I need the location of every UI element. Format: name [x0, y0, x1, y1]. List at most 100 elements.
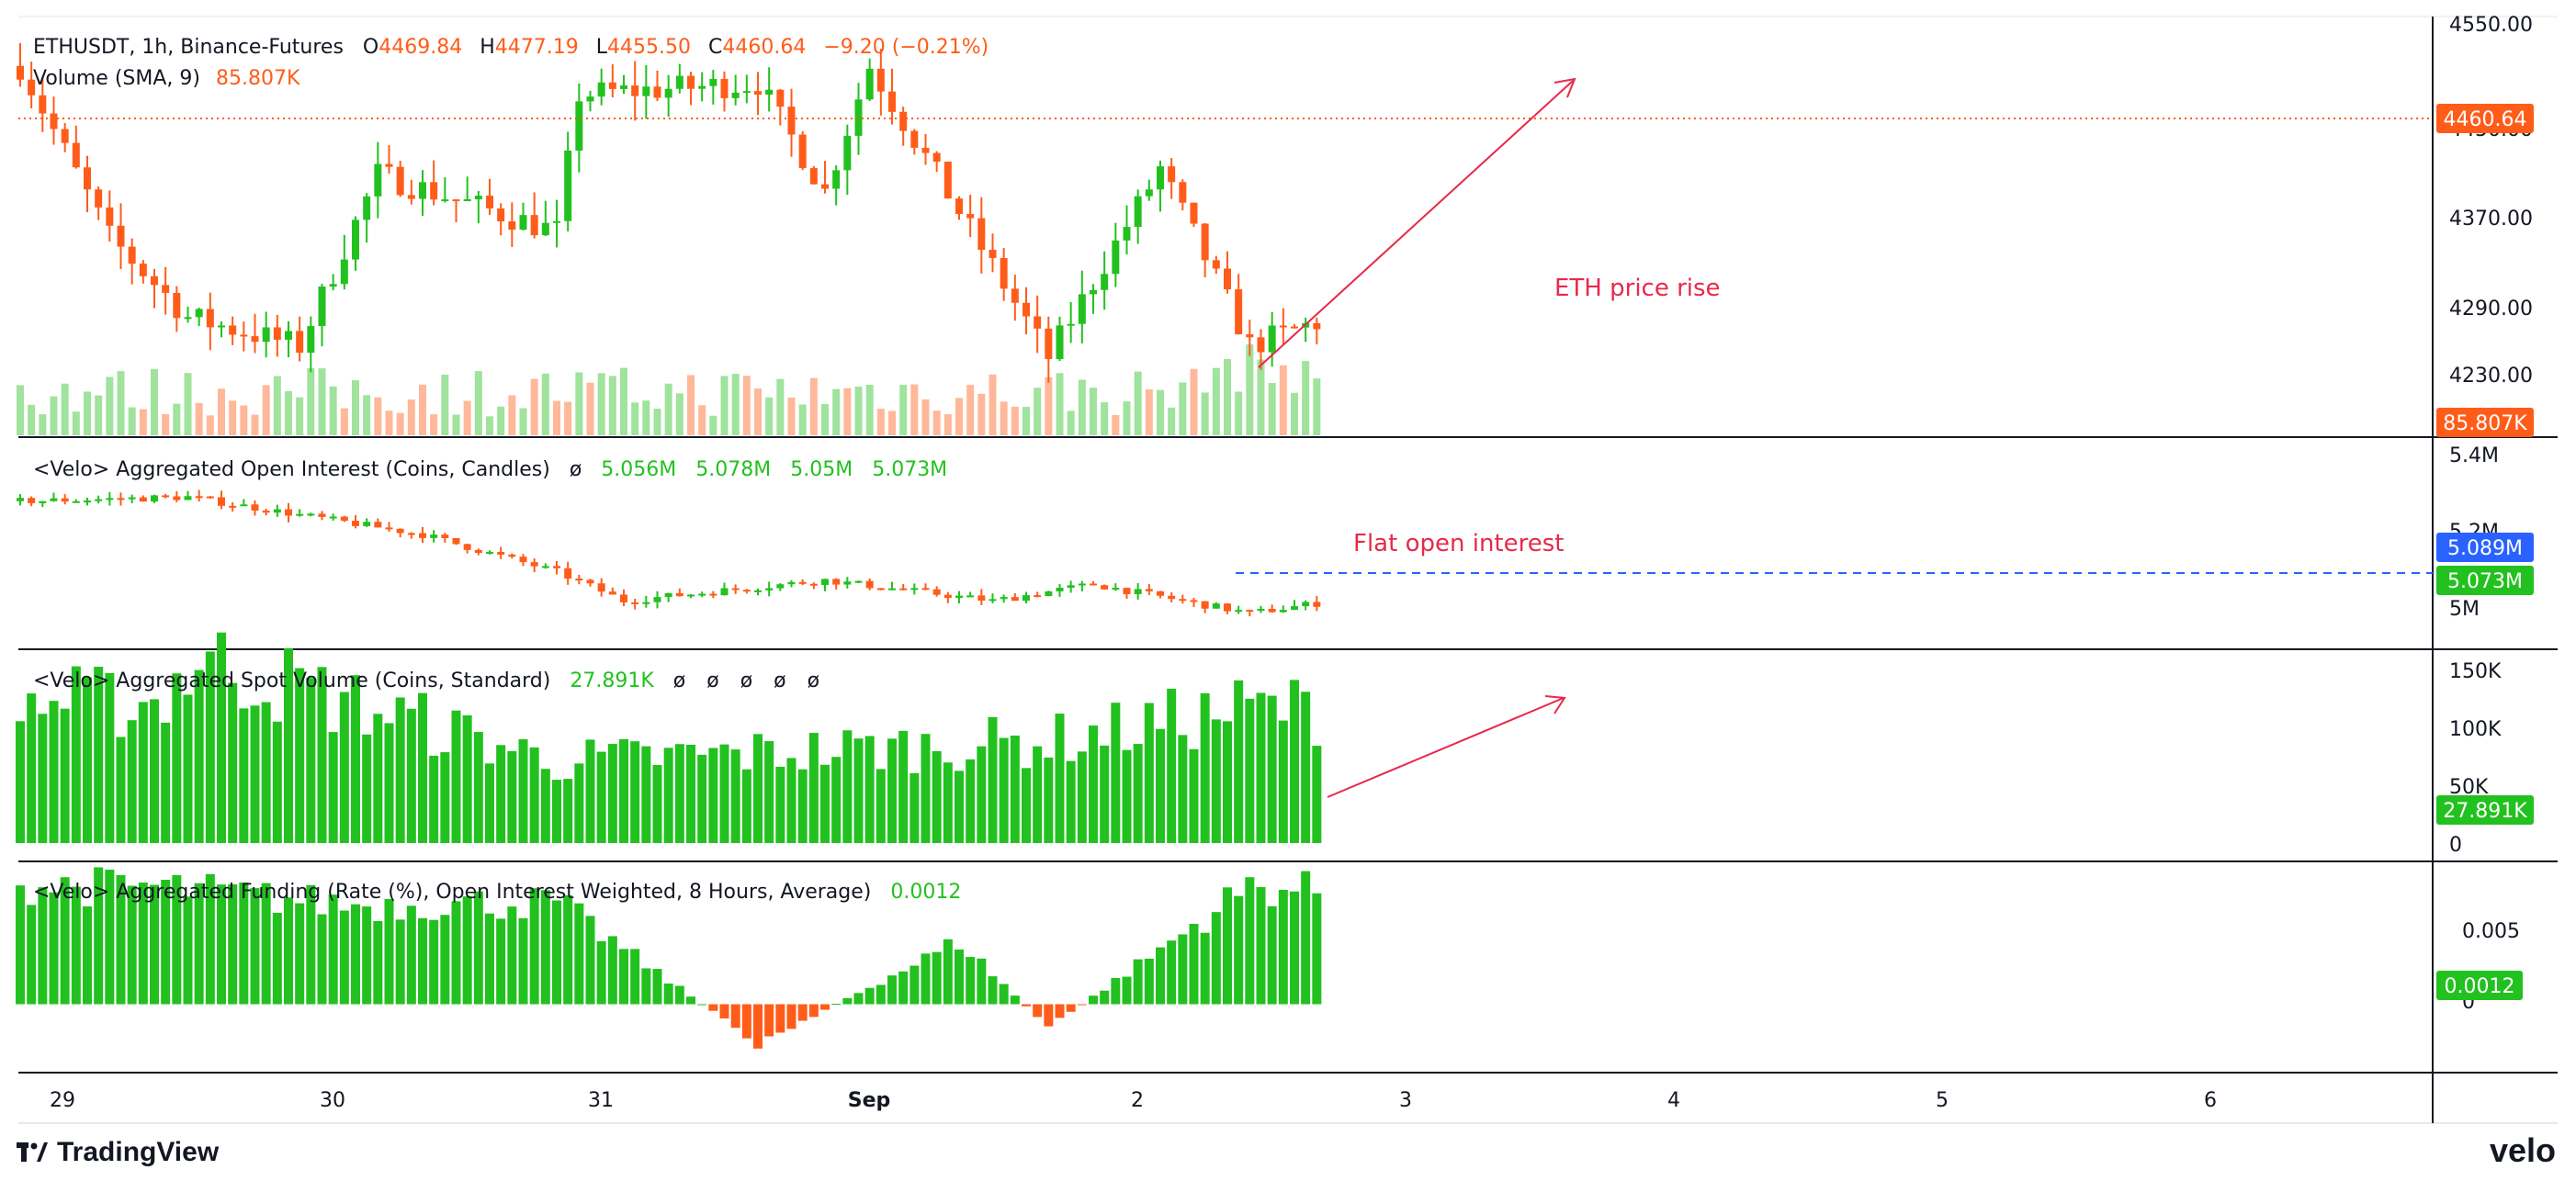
funding-bar — [351, 904, 360, 1005]
spot-volume-bar — [27, 693, 37, 843]
funding-bar — [999, 984, 1009, 1005]
price-candle — [474, 196, 482, 200]
oi-candle — [151, 495, 158, 502]
flat-oi-annotation[interactable]: Flat open interest — [1353, 530, 1564, 557]
tradingview-logo[interactable]: TradingView — [17, 1137, 219, 1168]
high-label: H — [480, 36, 495, 59]
funding-bar — [898, 971, 909, 1005]
price-rise-annotation[interactable]: ETH price rise — [1554, 275, 1721, 302]
funding-bar — [876, 984, 886, 1005]
volume-bar — [1268, 382, 1276, 435]
tradingview-icon — [17, 1142, 48, 1162]
volume-bar — [854, 386, 863, 435]
price-candle — [262, 327, 270, 343]
funding-bar — [1156, 947, 1165, 1005]
volume-bar — [1011, 406, 1019, 435]
funding-bar — [373, 920, 383, 1005]
price-candle — [642, 86, 650, 96]
spot-volume-bar — [485, 763, 494, 843]
spot-volume-bar — [853, 738, 864, 843]
volume-bar — [1212, 367, 1220, 435]
funding-bar — [808, 1004, 819, 1018]
oi-candle — [61, 498, 69, 502]
spot-volume-bar — [596, 751, 606, 843]
spot-volume-bar — [272, 721, 282, 843]
volume-tag[interactable]: 85.807K — [2436, 408, 2534, 437]
funding-bar — [1223, 887, 1232, 1005]
funding-bar — [362, 906, 372, 1005]
spot-volume-rise-arrow[interactable] — [1327, 695, 1566, 798]
spot-volume-bar — [429, 755, 439, 843]
volume-value: 85.807K — [216, 67, 300, 90]
oi-candle — [865, 580, 874, 589]
price-candle — [28, 79, 36, 96]
spot-volume-bar — [1033, 746, 1043, 843]
volume-bar — [430, 414, 438, 435]
oi-candle — [28, 498, 36, 503]
price-candle — [798, 134, 807, 169]
price-candle — [307, 326, 315, 354]
funding-bar — [94, 867, 104, 1005]
oi-candle — [162, 495, 170, 498]
volume-bar — [1145, 388, 1153, 435]
spot-volume-bar — [966, 759, 976, 843]
spot-volume-bar — [630, 741, 640, 843]
funding-tick-1: 0.005 — [2462, 920, 2520, 943]
current-price-tag[interactable]: 4460.64 — [2436, 104, 2534, 133]
price-candle — [1168, 166, 1176, 183]
price-candle — [977, 218, 986, 250]
price-candle — [1123, 227, 1131, 241]
price-candle — [888, 91, 896, 112]
price-candle — [17, 65, 24, 80]
price-candle — [128, 246, 136, 264]
spot-volume-bar — [496, 745, 506, 843]
spot-volume-legend[interactable]: <Velo> Aggregated Spot Volume (Coins, St… — [33, 669, 819, 692]
funding-bar — [49, 892, 59, 1005]
volume-bar — [329, 386, 337, 435]
oi-candle — [575, 579, 583, 581]
funding-bar — [630, 949, 640, 1005]
oi-candle — [932, 589, 941, 595]
funding-bar — [418, 917, 427, 1005]
spot-volume-bar — [932, 750, 942, 843]
oi-candle — [955, 595, 963, 599]
price-candle — [932, 152, 941, 163]
volume-bar — [195, 402, 203, 435]
oi-candle — [787, 581, 796, 585]
price-candle — [1056, 325, 1064, 359]
funding-bar — [1066, 1004, 1076, 1012]
velo-logo[interactable]: velo — [2489, 1131, 2556, 1169]
price-rise-arrow[interactable] — [1258, 77, 1576, 368]
volume-bar — [921, 399, 930, 435]
funding-bar — [1022, 1004, 1031, 1006]
funding-bar — [317, 914, 327, 1005]
price-candle — [374, 163, 382, 197]
spot-volume-bar — [887, 738, 897, 843]
volume-bar — [1157, 389, 1164, 435]
spot-volume-bar — [1178, 735, 1188, 843]
volume-legend[interactable]: Volume (SMA, 9) 85.807K — [33, 67, 300, 90]
volume-bar — [888, 410, 896, 435]
price-candle — [396, 166, 404, 196]
oi-candle — [206, 496, 214, 499]
oi-candle — [84, 500, 91, 503]
price-candle — [340, 259, 348, 285]
volume-bar — [899, 385, 908, 435]
funding-bars — [16, 867, 1322, 1049]
volume-bar — [452, 414, 460, 435]
oi-candle — [307, 513, 315, 516]
funding-current-tag[interactable]: 0.0012 — [2436, 971, 2523, 1000]
oi-candle — [1145, 589, 1153, 591]
spot-volume-bar — [842, 730, 853, 843]
funding-bar — [116, 874, 126, 1005]
oi-legend[interactable]: <Velo> Aggregated Open Interest (Coins, … — [33, 458, 947, 481]
oi-current-tag[interactable]: 5.073M — [2436, 566, 2534, 595]
price-legend[interactable]: ETHUSDT, 1h, Binance-Futures O4469.84 H4… — [33, 36, 989, 59]
funding-legend[interactable]: <Velo> Aggregated Funding (Rate (%), Ope… — [33, 881, 961, 904]
oi-candle — [508, 554, 516, 557]
oi-candle — [541, 566, 549, 568]
price-candle — [486, 196, 493, 208]
spot-current-tag[interactable]: 27.891K — [2436, 795, 2534, 825]
oi-reference-tag[interactable]: 5.089M — [2436, 533, 2534, 562]
